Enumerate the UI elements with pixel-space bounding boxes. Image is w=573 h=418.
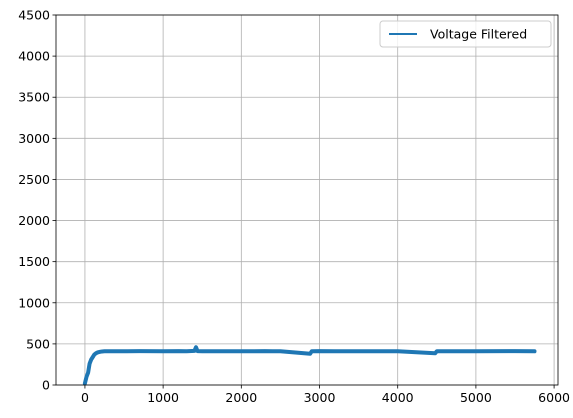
y-tick-label: 3000 xyxy=(18,131,50,146)
data-series xyxy=(82,345,537,386)
x-tick-label: 0 xyxy=(81,390,89,405)
y-tick-label: 500 xyxy=(26,336,50,351)
x-tick-label: 5000 xyxy=(460,390,492,405)
x-tick-label: 2000 xyxy=(225,390,257,405)
x-tick-label: 6000 xyxy=(538,390,570,405)
y-tick-label: 4500 xyxy=(18,8,50,23)
plot-frame xyxy=(55,14,559,386)
y-tick-label: 2000 xyxy=(18,213,50,228)
legend: Voltage Filtered xyxy=(379,20,552,48)
x-tick-label: 1000 xyxy=(147,390,179,405)
x-tick-label: 4000 xyxy=(382,390,414,405)
axis-ticks: 0 1000 2000 3000 4000 5000 6000 0 500 1000 1500 200… xyxy=(18,8,570,406)
y-tick-label: 1500 xyxy=(18,254,50,269)
legend-box xyxy=(379,20,552,48)
series-line xyxy=(84,346,535,384)
x-tick-label: 3000 xyxy=(304,390,336,405)
y-tick-label: 4000 xyxy=(18,49,50,64)
legend-label: Voltage Filtered xyxy=(430,27,527,42)
y-tick-label: 2500 xyxy=(18,172,50,187)
y-tick-label: 0 xyxy=(42,378,50,393)
y-tick-label: 3500 xyxy=(18,90,50,105)
y-tick-label: 1000 xyxy=(18,295,50,310)
